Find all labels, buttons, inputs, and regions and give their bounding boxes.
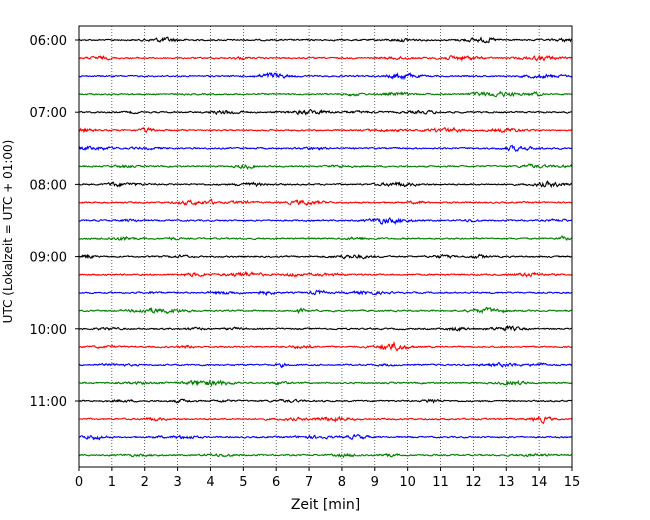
y-axis-ticks: 06:00 07:00 08:00 09:00 10:00 11:00 xyxy=(30,34,79,410)
seismogram-trace-18 xyxy=(78,341,573,352)
y-tick-label-08:00: 08:00 xyxy=(30,178,67,193)
x-axis-ticks: 0 1 2 3 4 5 6 7 8 9 10 11 12 13 14 15 xyxy=(75,467,580,490)
seismogram-trace-9 xyxy=(78,180,573,189)
x-tick-label-12: 12 xyxy=(465,475,482,490)
seismogram-trace-1 xyxy=(78,36,573,44)
seismogram-trace-16 xyxy=(78,306,572,315)
y-tick-label-09:00: 09:00 xyxy=(30,251,67,266)
y-axis-label: UTC (Lokalzeit = UTC + 01:00) xyxy=(1,140,15,324)
y-tick-label-06:00: 06:00 xyxy=(30,34,67,49)
seismogram-trace-15 xyxy=(78,289,572,297)
x-tick-label-5: 5 xyxy=(239,475,247,490)
x-tick-label-11: 11 xyxy=(432,475,449,490)
seismogram-trace-17 xyxy=(78,324,572,332)
x-tick-label-9: 9 xyxy=(371,475,379,490)
x-tick-label-7: 7 xyxy=(305,475,313,490)
x-tick-label-0: 0 xyxy=(75,475,83,490)
x-tick-label-1: 1 xyxy=(108,475,116,490)
x-tick-label-2: 2 xyxy=(141,475,149,490)
seismogram-trace-13 xyxy=(78,253,572,260)
seismogram-trace-14 xyxy=(78,270,573,278)
seismogram-trace-12 xyxy=(78,235,573,242)
seismogram-trace-4 xyxy=(78,90,572,98)
x-tick-label-4: 4 xyxy=(206,475,214,490)
x-tick-label-10: 10 xyxy=(399,475,416,490)
seismogram-trace-19 xyxy=(78,361,572,369)
seismogram-trace-22 xyxy=(78,415,573,425)
plot-frame xyxy=(78,25,573,468)
seismogram-trace-7 xyxy=(78,144,572,152)
seismogram-trace-8 xyxy=(78,163,573,171)
y-tick-label-07:00: 07:00 xyxy=(30,106,67,121)
seismogram-trace-10 xyxy=(78,198,572,206)
seismogram-traces xyxy=(78,36,573,459)
x-tick-label-15: 15 xyxy=(564,475,581,490)
x-tick-label-8: 8 xyxy=(338,475,346,490)
seismogram-trace-21 xyxy=(78,398,572,404)
x-axis-label: Zeit [min] xyxy=(291,497,360,513)
x-tick-label-3: 3 xyxy=(173,475,181,490)
y-tick-label-11:00: 11:00 xyxy=(30,395,67,410)
x-tick-label-6: 6 xyxy=(272,475,280,490)
seismogram-trace-6 xyxy=(78,126,572,134)
y-tick-label-10:00: 10:00 xyxy=(30,323,67,338)
seismogram-trace-24 xyxy=(78,452,572,459)
seismogram-trace-3 xyxy=(78,72,573,81)
seismogram-trace-11 xyxy=(78,216,572,226)
x-tick-label-14: 14 xyxy=(531,475,548,490)
seismogram-trace-5 xyxy=(78,108,572,116)
seismogram-trace-2 xyxy=(78,54,572,63)
seismogram-trace-23 xyxy=(78,433,572,441)
seismogram-trace-20 xyxy=(78,379,573,388)
x-tick-label-13: 13 xyxy=(498,475,515,490)
